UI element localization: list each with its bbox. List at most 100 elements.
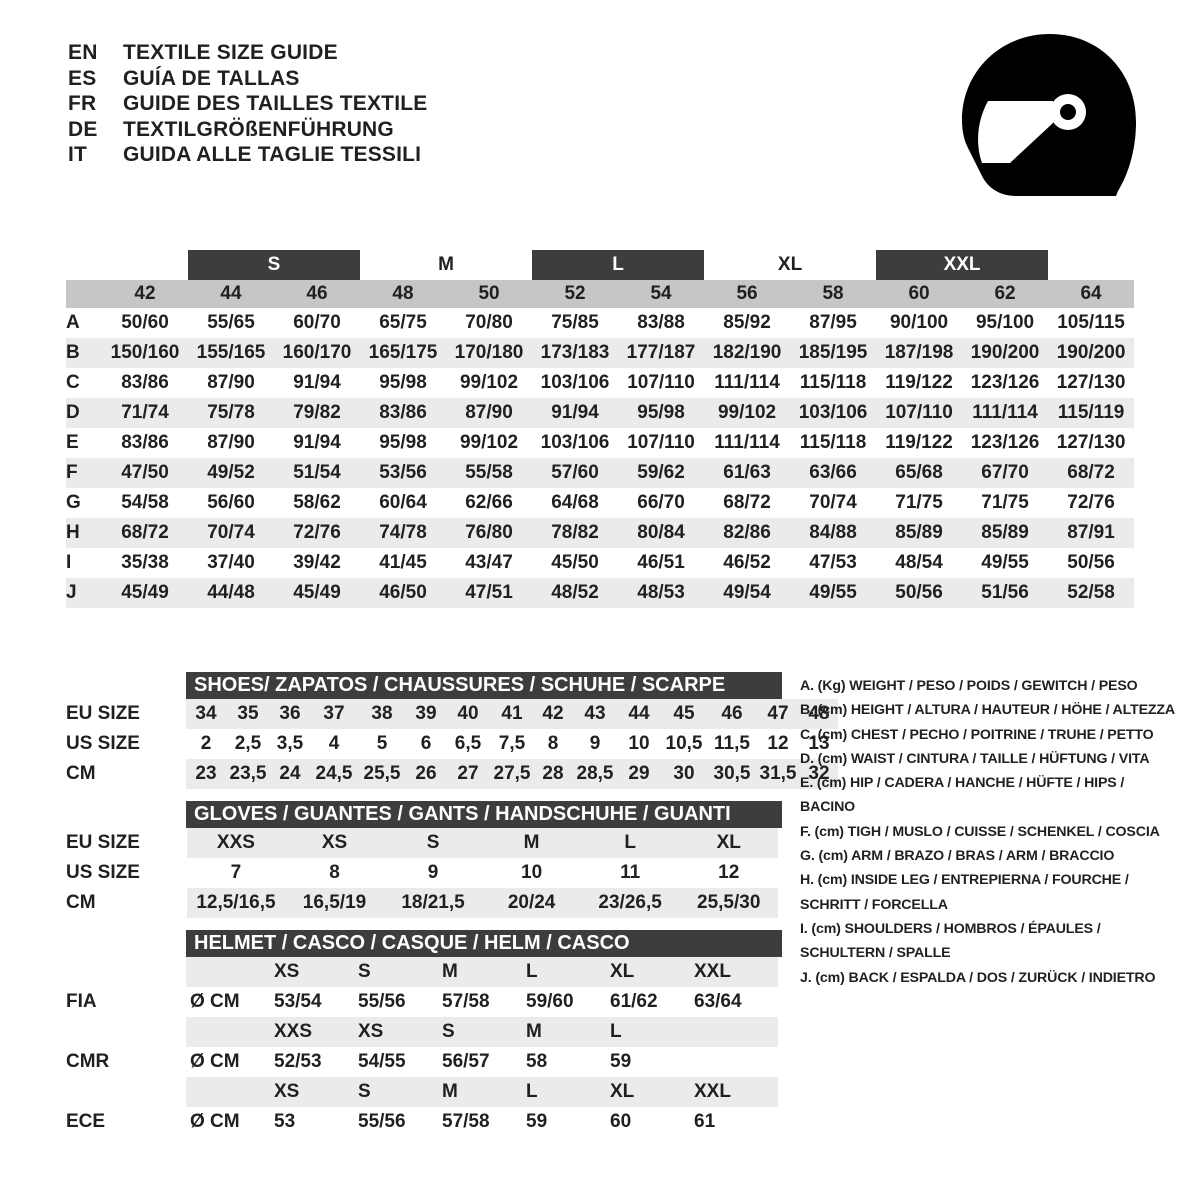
table-cell: 62/66 <box>446 488 533 518</box>
row-key: E <box>66 428 102 458</box>
table-cell: 91/94 <box>532 398 619 428</box>
table-cell: 9 <box>572 729 618 759</box>
size-band-cell: M <box>360 250 532 280</box>
table-cell: 49/54 <box>704 578 791 608</box>
size-number-54: 54 <box>618 280 705 308</box>
table-cell: 87/90 <box>188 428 274 458</box>
table-cell: 28,5 <box>572 759 618 789</box>
size-band-l: L <box>532 250 705 280</box>
title-row: IT GUIDA ALLE TAGLIE TESSILI <box>68 142 427 168</box>
table-cell: 52/58 <box>1048 578 1135 608</box>
table-cell: 6 <box>406 729 446 759</box>
helmet-value-cell: 58 <box>522 1047 606 1077</box>
row-key: F <box>66 458 102 488</box>
table-cell: 72/76 <box>1048 488 1135 518</box>
table-cell: 10,5 <box>660 729 708 759</box>
legend-item: C. (cm) CHEST / PECHO / POITRINE / TRUHE… <box>800 726 1154 743</box>
table-cell: 83/88 <box>618 308 705 338</box>
table-cell: 87/90 <box>188 368 274 398</box>
title-text: GUIDA ALLE TAGLIE TESSILI <box>123 143 422 166</box>
helmet-size-row-spacer <box>66 1077 186 1107</box>
table-cell: 4 <box>310 729 358 759</box>
table-cell: 48/52 <box>532 578 619 608</box>
helmet-size-row-unit-spacer <box>186 1077 270 1107</box>
table-row: CM 12,5/16,5 16,5/19 18/21,5 20/24 23/26,5 25,… <box>66 888 778 918</box>
helmet-value-row: FIA Ø CM 53/54 55/56 57/58 59/60 61/62 63/64 <box>66 987 778 1017</box>
table-cell: 160/170 <box>274 338 360 368</box>
table-cell: 59/62 <box>618 458 705 488</box>
helmet-unit-label: Ø CM <box>186 987 270 1017</box>
size-band-cell: XXL <box>876 250 1049 280</box>
table-cell: 44 <box>618 699 660 729</box>
helmet-value-cell: 53 <box>270 1107 354 1137</box>
table-cell: 66/70 <box>618 488 705 518</box>
table-cell: 119/122 <box>876 368 963 398</box>
table-cell: 185/195 <box>790 338 877 368</box>
table-row: B 150/160 155/165 160/170 165/175 170/180 173/… <box>66 338 1135 368</box>
table-cell: 6,5 <box>446 729 490 759</box>
table-cell: XXS <box>186 828 286 858</box>
table-cell: 190/200 <box>1048 338 1135 368</box>
size-band-cell: L <box>532 250 705 280</box>
table-cell: 45 <box>660 699 708 729</box>
table-row: G 54/58 56/60 58/62 60/64 62/66 64/68 66/70 68/7… <box>66 488 1135 518</box>
table-cell: 46/51 <box>618 548 705 578</box>
table-cell: 25,5/30 <box>679 888 778 918</box>
table-cell: 127/130 <box>1048 428 1135 458</box>
table-cell: 12 <box>756 729 800 759</box>
table-cell: 57/60 <box>532 458 619 488</box>
helmet-size-label: M <box>438 957 522 987</box>
table-cell: 177/187 <box>618 338 705 368</box>
row-label: US SIZE <box>66 858 187 888</box>
helmet-value-cell: 59 <box>606 1047 690 1077</box>
size-number-corner <box>66 280 102 308</box>
helmet-size-label: M <box>438 1077 522 1107</box>
table-cell: 11 <box>580 858 680 888</box>
size-band-s: S <box>188 250 360 280</box>
table-cell: 87/90 <box>446 398 533 428</box>
helmet-size-label: S <box>354 957 438 987</box>
table-row: EU SIZE XXS XS S M L XL <box>66 828 778 858</box>
size-band-xxl: XXL <box>876 250 1049 280</box>
table-cell: 11,5 <box>708 729 756 759</box>
table-cell: 80/84 <box>618 518 705 548</box>
size-band-cell: S <box>188 250 360 280</box>
gloves-table: EU SIZE XXS XS S M L XL US SIZE 7 8 9 10 11 12 CM 12,5/… <box>66 828 778 918</box>
helmet-size-label: S <box>438 1017 522 1047</box>
table-cell: 10 <box>618 729 660 759</box>
measurement-legend: A. (Kg) WEIGHT / PESO / POIDS / GEWITCH … <box>800 674 1180 990</box>
title-lang-code: FR <box>68 92 97 115</box>
table-cell: 105/115 <box>1048 308 1135 338</box>
table-cell: 182/190 <box>704 338 791 368</box>
helmet-standard-label: FIA <box>66 987 186 1017</box>
helmet-size-row-unit-spacer <box>186 957 270 987</box>
table-cell: 43/47 <box>446 548 533 578</box>
row-key: B <box>66 338 102 368</box>
table-cell: 123/126 <box>962 368 1049 398</box>
title-text: GUIDE DES TAILLES TEXTILE <box>123 92 428 115</box>
racing-helmet-icon <box>950 28 1150 213</box>
row-label: EU SIZE <box>66 828 187 858</box>
helmet-size-label: XS <box>270 1077 354 1107</box>
table-cell: 31,5 <box>756 759 800 789</box>
title-lang-code: IT <box>68 143 88 166</box>
table-cell: 111/114 <box>704 428 791 458</box>
size-number-48: 48 <box>360 280 446 308</box>
table-cell: 103/106 <box>790 398 877 428</box>
row-label: US SIZE <box>66 729 186 759</box>
table-cell: 37 <box>310 699 358 729</box>
table-cell: 56/60 <box>188 488 274 518</box>
legend-item: E. (cm) HIP / CADERA / HANCHE / HÜFTE / … <box>800 775 1125 816</box>
title-text: TEXTILGRÖßENFÜHRUNG <box>123 117 394 141</box>
table-cell: 30,5 <box>708 759 756 789</box>
table-cell: 40 <box>446 699 490 729</box>
table-cell: 43 <box>572 699 618 729</box>
title-text: TEXTILE SIZE GUIDE <box>123 41 338 64</box>
table-cell: 49/55 <box>790 578 877 608</box>
table-cell: 71/74 <box>102 398 188 428</box>
row-key: D <box>66 398 102 428</box>
legend-item: A. (Kg) WEIGHT / PESO / POIDS / GEWITCH … <box>800 678 1138 694</box>
table-cell: 64/68 <box>532 488 619 518</box>
table-cell: 7,5 <box>490 729 534 759</box>
helmet-standard-label: ECE <box>66 1107 186 1137</box>
